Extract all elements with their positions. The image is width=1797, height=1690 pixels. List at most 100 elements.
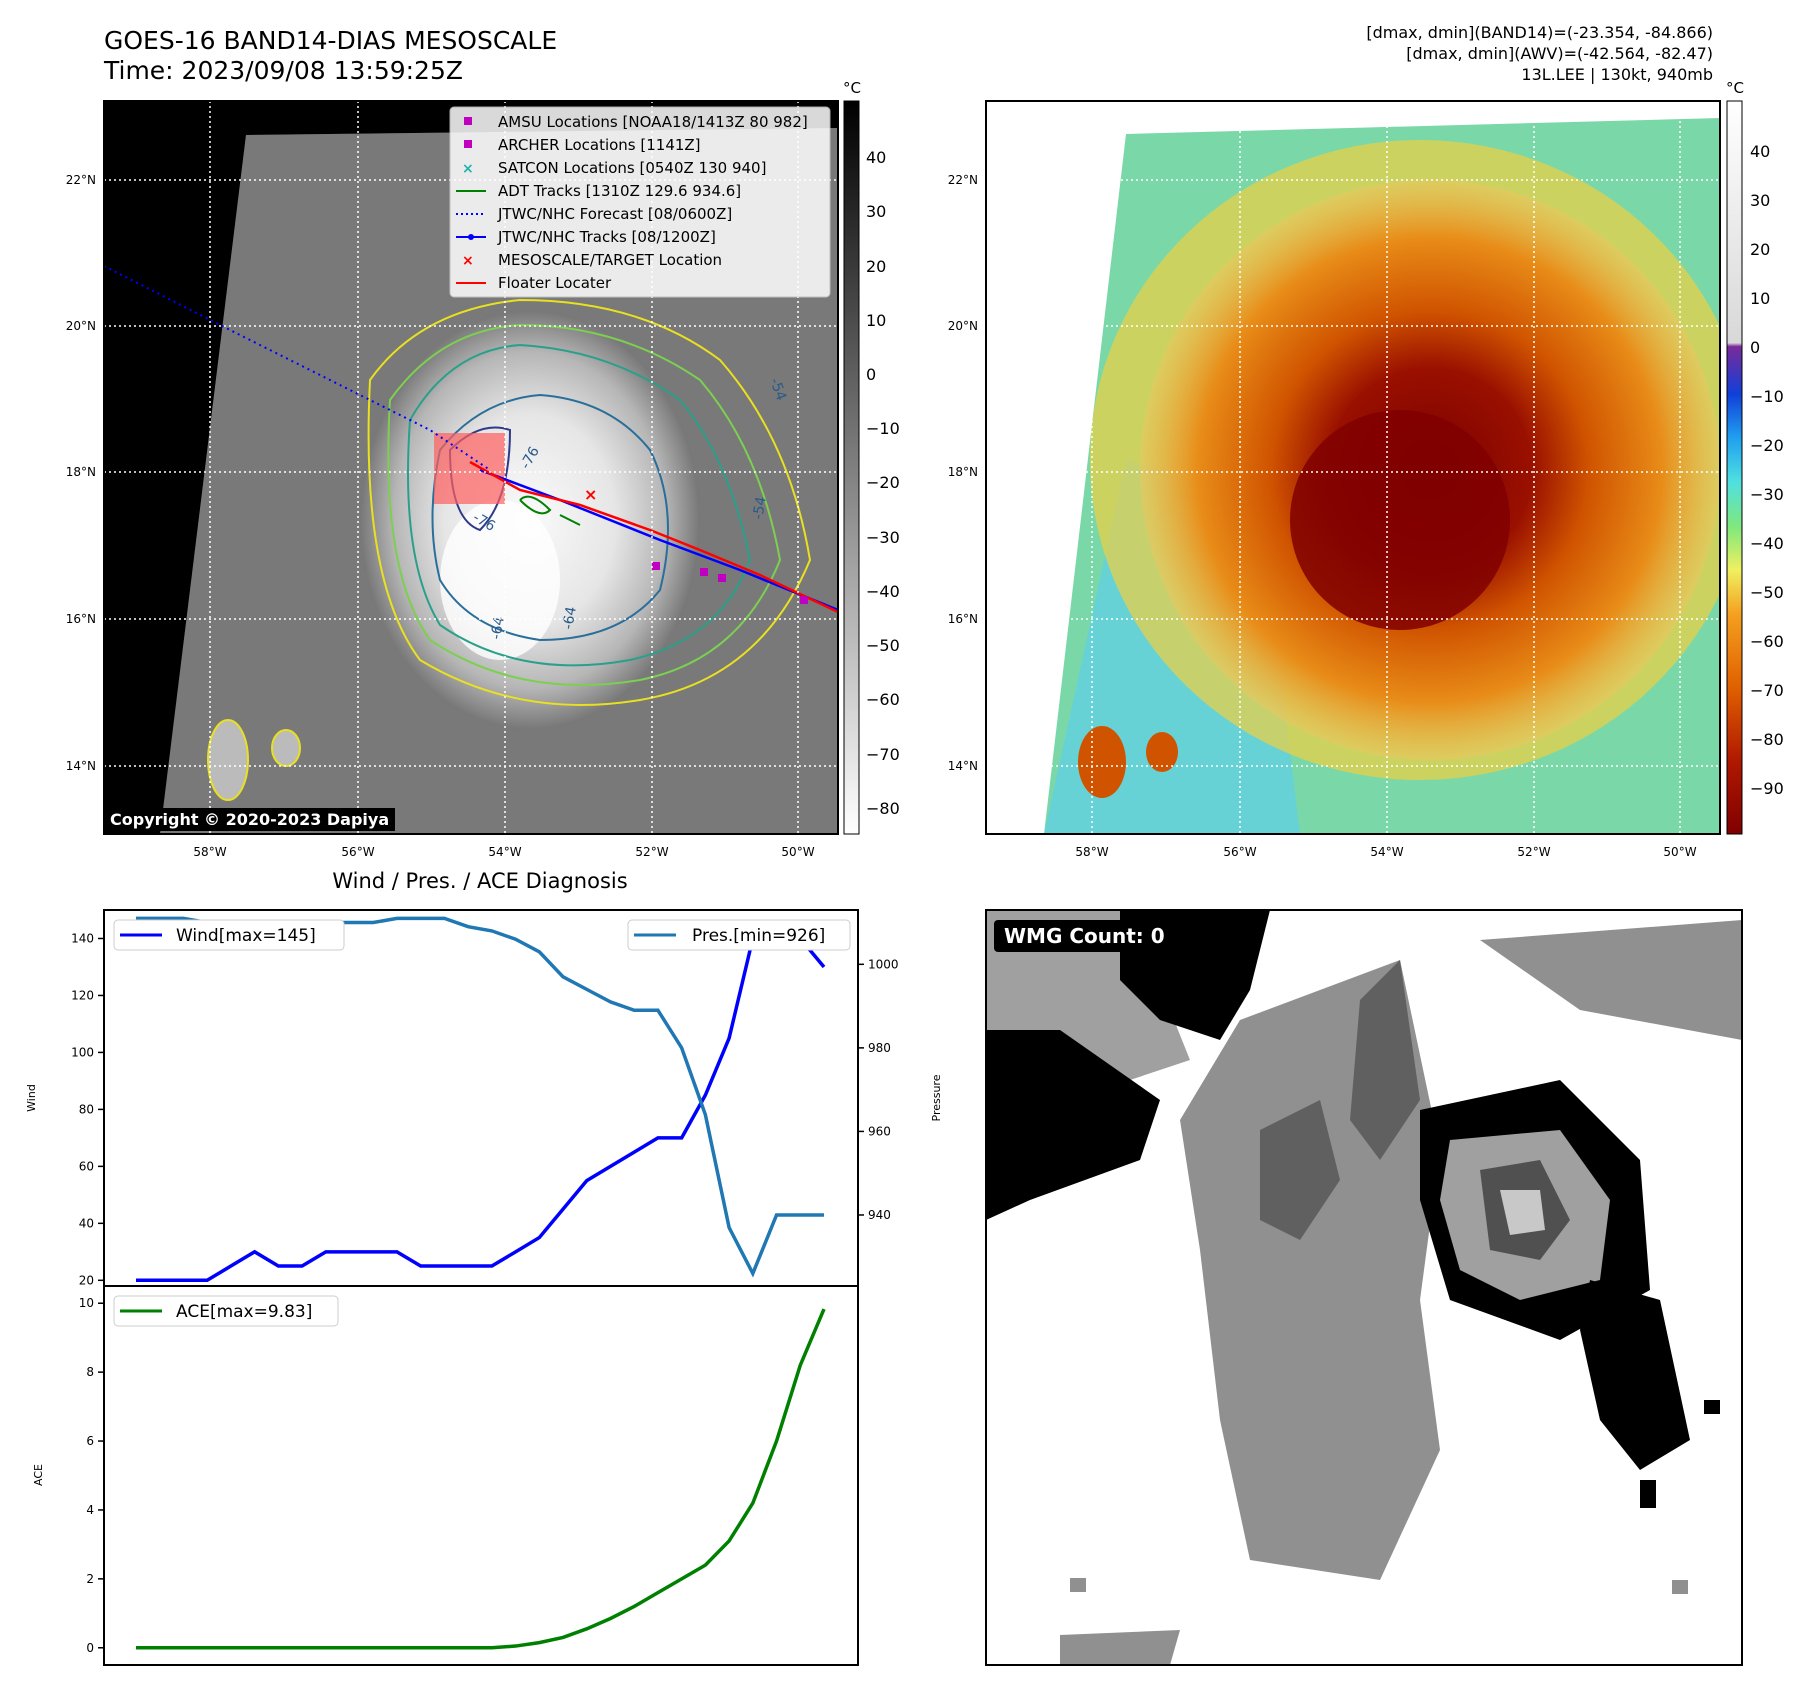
chart-legend-wind: Wind[max=145] <box>113 919 345 951</box>
contour-label: -64 <box>560 605 580 630</box>
lat-label: 14°N <box>66 759 96 773</box>
mesoscale-target-box <box>434 433 505 504</box>
colorbar-tick: −30 <box>866 528 900 547</box>
legend-label: MESOSCALE/TARGET Location <box>498 251 722 269</box>
left-map-legend: AMSU Locations [NOAA18/1413Z 80 982] ARC… <box>449 106 831 298</box>
y-tick-label: 10 <box>79 1296 94 1310</box>
title-line-1: GOES-16 BAND14-DIAS MESOSCALE <box>104 26 558 55</box>
lon-label: 54°W <box>1370 845 1403 859</box>
colorbar-tick: −80 <box>866 799 900 818</box>
colorbar-tick: −60 <box>1750 632 1784 651</box>
y-tick-label-right: 960 <box>868 1124 891 1138</box>
lat-label: 18°N <box>948 465 978 479</box>
y-tick-label-right: 1000 <box>868 957 899 971</box>
y-tick-label: 60 <box>79 1159 94 1173</box>
lon-label: 58°W <box>1075 845 1108 859</box>
colorbar-tick: −10 <box>866 419 900 438</box>
lon-label: 56°W <box>1223 845 1256 859</box>
colorbar-tick: −70 <box>1750 681 1784 700</box>
legend-label: AMSU Locations [NOAA18/1413Z 80 982] <box>498 113 808 131</box>
legend-label: ARCHER Locations [1141Z] <box>498 136 701 154</box>
legend-label: JTWC/NHC Forecast [08/0600Z] <box>497 205 732 223</box>
chart-title: Wind / Pres. / ACE Diagnosis <box>332 869 627 893</box>
contour-label: -64 <box>488 615 508 640</box>
lat-label: 16°N <box>948 612 978 626</box>
contour-label: -54 <box>750 495 770 520</box>
right-map-grid <box>986 101 1720 834</box>
y-tick-label: 80 <box>79 1102 94 1116</box>
y-axis-label: Wind <box>25 1084 38 1112</box>
colorbar-tick: 0 <box>866 365 876 384</box>
y-tick-label: 120 <box>71 988 94 1002</box>
chart-legend-pressure: Pres.[min=926] <box>627 919 851 951</box>
lat-label: 20°N <box>948 319 978 333</box>
lat-label: 22°N <box>66 173 96 187</box>
lat-label: 20°N <box>66 319 96 333</box>
legend-label: SATCON Locations [0540Z 130 940] <box>498 159 766 177</box>
wmg-count-label: WMG Count: 0 <box>994 920 1175 952</box>
colorbar-tick: −70 <box>866 745 900 764</box>
lon-label: 50°W <box>781 845 814 859</box>
colorbar-tick: 30 <box>1750 191 1770 210</box>
contour-labels: -64 -64 -76 -76 -54 -54 <box>470 376 789 641</box>
y-tick-label-right: 940 <box>868 1208 891 1222</box>
colorbar-tick: −40 <box>866 582 900 601</box>
y-axis-label-right: Pressure <box>930 1074 943 1121</box>
y-axis-label: ACE <box>32 1464 45 1486</box>
adt-track <box>519 495 581 526</box>
left-map-axis-labels: 22°N 20°N 18°N 16°N 14°N 58°W 56°W 54°W … <box>66 173 815 859</box>
y-tick-label: 4 <box>86 1503 94 1517</box>
colorbar-tick: 10 <box>1750 289 1770 308</box>
colorbar-tick: 20 <box>1750 240 1770 259</box>
wind-pressure-chart: Wind / Pres. / ACE Diagnosis Wind Pressu… <box>25 869 943 1287</box>
lon-label: 54°W <box>488 845 521 859</box>
right-map-frame <box>985 100 1721 835</box>
legend-label: JTWC/NHC Tracks [08/1200Z] <box>497 228 716 246</box>
target-marker: × <box>584 485 597 504</box>
contour-label: -54 <box>766 376 789 403</box>
y-tick-label: 8 <box>86 1365 94 1379</box>
legend-label: ACE[max=9.83] <box>176 1302 312 1322</box>
colorbar-tick: 40 <box>1750 142 1770 161</box>
floater-track <box>469 460 838 614</box>
colorbar-tick: 10 <box>866 311 886 330</box>
right-map-axis-labels: 22°N 20°N 18°N 16°N 14°N 58°W 56°W 54°W … <box>948 173 1697 859</box>
info-line-1: [dmax, dmin](BAND14)=(-23.354, -84.866) <box>1366 23 1713 42</box>
right-colorbar: °C 40 30 20 10 0 −10 −20 −30 −40 −50 −60… <box>1726 79 1784 835</box>
chart-legend-ace: ACE[max=9.83] <box>113 1295 339 1327</box>
colorbar-tick: −30 <box>1750 485 1784 504</box>
lon-label: 56°W <box>341 845 374 859</box>
colorbar-tick: −60 <box>866 690 900 709</box>
svg-text:×: × <box>462 253 474 269</box>
y-tick-label: 100 <box>71 1045 94 1059</box>
ace-series-line <box>136 1308 826 1650</box>
left-map-frame <box>103 100 839 835</box>
colorbar-unit: °C <box>1726 79 1744 97</box>
info-line-3: 13L.LEE | 130kt, 940mb <box>1521 65 1713 84</box>
copyright-label: Copyright © 2020-2023 Dapiya <box>104 808 396 831</box>
title-line-2: Time: 2023/09/08 13:59:25Z <box>104 56 463 85</box>
y-tick-label: 40 <box>79 1216 94 1230</box>
legend-label: Wind[max=145] <box>176 926 316 946</box>
legend-label: Floater Locater <box>498 274 612 292</box>
svg-text:×: × <box>462 161 474 177</box>
wind-series-line <box>136 922 826 1283</box>
info-line-2: [dmax, dmin](AWV)=(-42.564, -82.47) <box>1406 44 1713 63</box>
wmg-panel <box>985 909 1743 1666</box>
y-tick-label: 6 <box>86 1434 94 1448</box>
y-tick-label: 0 <box>86 1641 94 1655</box>
lon-label: 58°W <box>193 845 226 859</box>
left-map: -64 -64 -76 -76 -54 -54 × <box>104 101 838 834</box>
colorbar-tick: −90 <box>1750 779 1784 798</box>
lat-label: 18°N <box>66 465 96 479</box>
colorbar-tick: 30 <box>866 202 886 221</box>
colorbar-tick: −80 <box>1750 730 1784 749</box>
colorbar-tick: 0 <box>1750 338 1760 357</box>
y-tick-label: 20 <box>79 1273 94 1287</box>
lat-label: 14°N <box>948 759 978 773</box>
lon-label: 52°W <box>635 845 668 859</box>
y-tick-label: 140 <box>71 931 94 945</box>
ace-chart: ACE 0 2 4 6 8 10 ACE[max=9.83] <box>32 1285 859 1666</box>
lon-label: 52°W <box>1517 845 1550 859</box>
